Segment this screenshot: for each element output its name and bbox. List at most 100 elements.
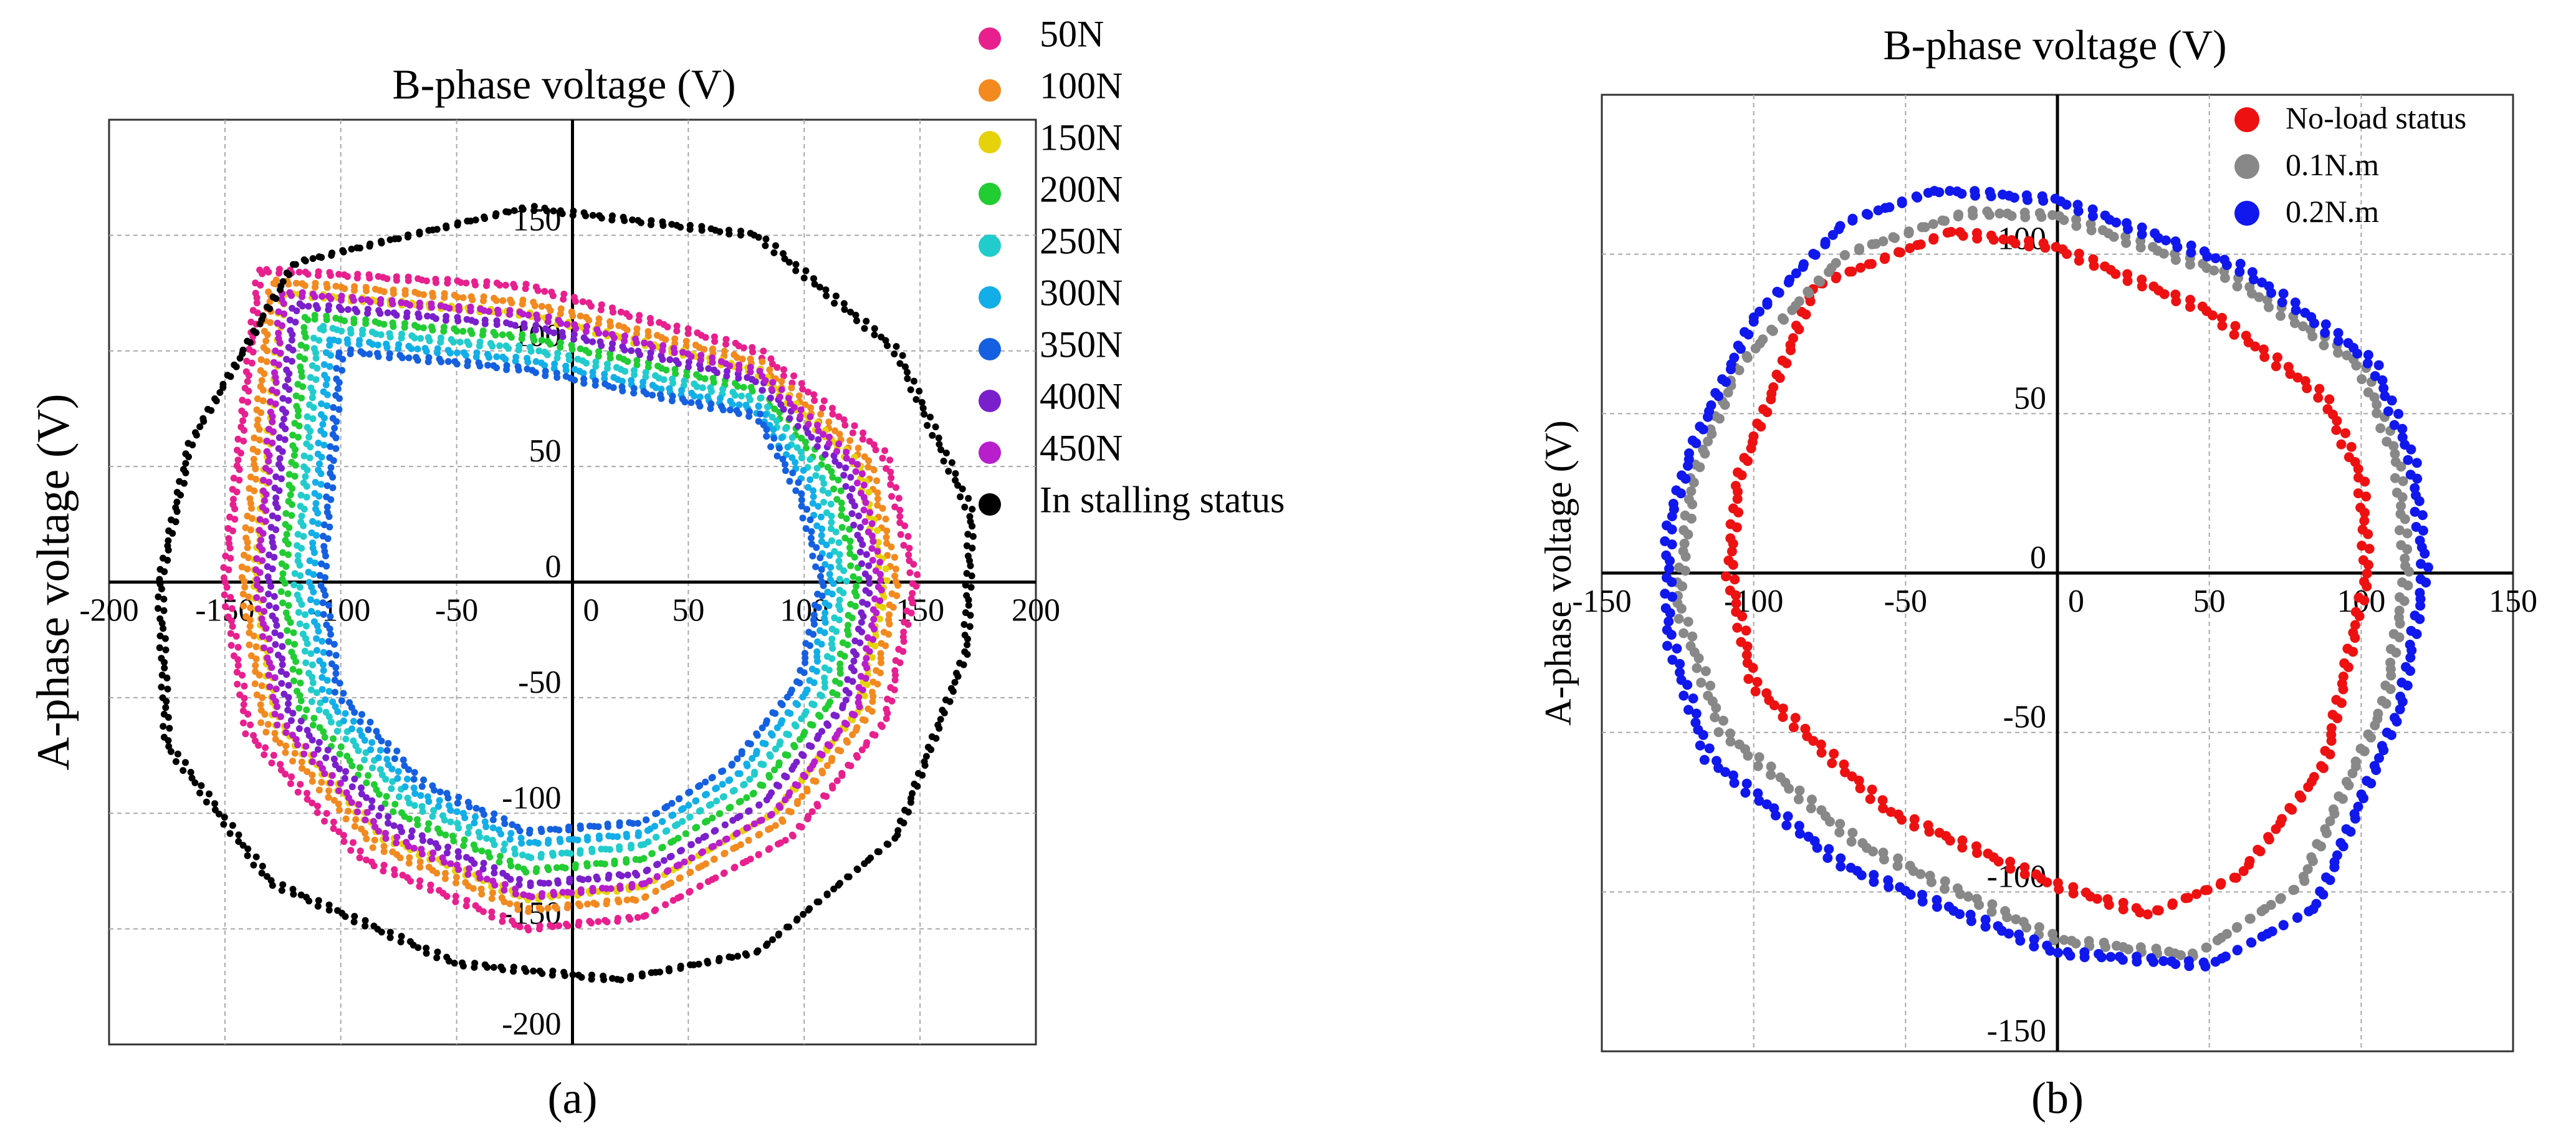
data-point [960,661,967,668]
data-point [786,415,793,422]
data-point [802,773,808,780]
data-point [307,384,315,392]
data-point [792,459,799,466]
data-point [270,359,277,366]
data-point [847,309,855,316]
data-point [849,429,856,436]
data-point [452,874,460,881]
data-point [838,512,845,519]
data-point [1741,351,1752,361]
data-point [767,355,775,362]
data-point [1740,788,1751,798]
data-point [348,725,356,733]
data-point [239,417,247,425]
data-point [234,662,242,669]
data-point [235,838,242,845]
series-1 [220,266,921,933]
data-point [331,677,338,684]
data-point [490,963,497,971]
data-point [323,284,331,291]
data-point [684,364,692,370]
data-point [307,686,315,693]
data-point [659,342,667,349]
data-point [279,395,287,402]
data-point [660,883,668,890]
data-point [821,619,829,626]
data-point [799,385,807,393]
data-point [636,351,643,359]
data-point [848,614,856,622]
data-point [896,506,904,514]
data-point [679,349,686,356]
data-point [854,461,861,468]
data-point [497,963,505,971]
data-point [216,389,224,396]
data-point [309,661,316,668]
data-point [1857,838,1868,849]
data-point [368,804,375,811]
data-point [843,448,850,456]
data-point [799,693,807,701]
data-point [1778,313,1788,324]
data-point [691,392,698,400]
data-point [2202,251,2213,262]
data-point [762,242,769,249]
data-point [959,485,966,493]
data-point [334,907,342,914]
data-point [743,824,750,832]
data-point [455,307,462,314]
data-point [792,267,800,274]
data-point [269,439,276,446]
data-point [312,499,320,507]
data-point [364,310,371,317]
data-point [891,686,898,693]
data-point [911,377,917,385]
data-point [2364,544,2375,554]
data-point [829,473,836,481]
data-point [459,294,467,301]
data-point [302,622,310,630]
data-point [2062,249,2072,259]
data-point [535,904,543,912]
data-point [352,816,360,823]
data-point [2187,948,2198,959]
data-point [684,330,692,337]
data-point [2410,483,2420,493]
data-point [664,323,671,330]
data-point [2394,632,2405,643]
data-point [418,846,425,853]
data-point [231,361,238,369]
data-point [452,879,459,887]
data-point [489,824,497,832]
data-point [632,856,639,863]
data-point [355,340,363,348]
data-point [809,552,816,560]
data-point [316,724,323,731]
data-point [802,654,809,662]
data-point [340,832,347,839]
data-point [1840,767,1851,778]
data-point [423,945,430,952]
data-point [583,337,590,344]
data-point [350,839,357,846]
data-point [893,484,899,491]
data-point [405,233,411,241]
data-point [167,748,175,755]
data-point [563,321,571,328]
data-point [287,491,294,498]
data-point [398,299,405,306]
data-point [614,896,621,904]
data-point [1700,666,1711,677]
data-point [1980,922,1991,932]
data-point [653,834,660,841]
data-point [932,423,939,431]
data-point [345,306,352,313]
data-point [773,417,780,425]
data-point [2400,514,2410,524]
data-point [815,604,822,611]
data-point [590,899,598,907]
data-point [380,842,388,850]
data-point [501,820,509,827]
data-point [725,953,733,961]
data-point [299,764,305,772]
